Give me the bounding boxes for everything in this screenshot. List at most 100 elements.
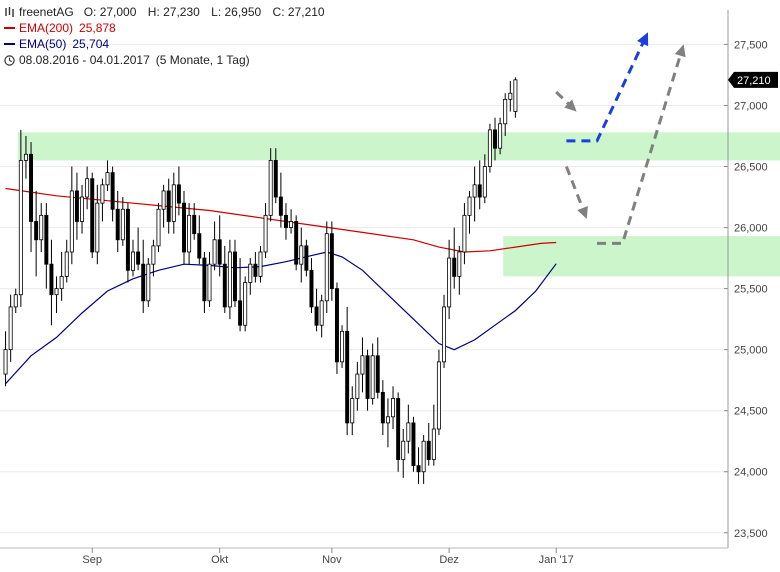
candle-body-up xyxy=(360,355,365,375)
high-value: H: 27,230 xyxy=(147,5,200,19)
candle xyxy=(13,288,18,314)
candle-body-up xyxy=(289,221,294,228)
candle-body-up xyxy=(268,160,273,216)
grid-layer xyxy=(0,43,724,534)
candle xyxy=(273,148,278,204)
clock-icon xyxy=(4,54,15,66)
instrument-name: freenetAG xyxy=(19,5,74,19)
candle xyxy=(192,203,197,240)
candle xyxy=(329,221,334,301)
candle xyxy=(385,398,390,448)
candle-body-down xyxy=(380,391,385,424)
last-price-marker: 27,210 xyxy=(728,71,778,88)
candle xyxy=(74,172,79,240)
candle xyxy=(442,294,447,368)
candle xyxy=(166,178,171,234)
candle xyxy=(202,251,207,314)
candle xyxy=(426,422,431,466)
candle xyxy=(258,245,263,283)
candle-body-up xyxy=(187,214,192,253)
support-zone xyxy=(503,236,780,277)
candle xyxy=(171,172,176,234)
candle xyxy=(350,386,355,436)
candle xyxy=(161,184,166,228)
candle-body-down xyxy=(44,214,49,265)
candle xyxy=(278,172,283,228)
candle-body-up xyxy=(3,349,8,375)
gray-projection-return-arrowhead xyxy=(674,44,686,58)
candle-body-down xyxy=(74,190,79,222)
blue-projection xyxy=(566,32,649,143)
blue-projection-arrowhead xyxy=(637,32,649,47)
y-tick-label: 24,500 xyxy=(734,406,768,418)
candle-body-down xyxy=(304,245,309,271)
candle-body-up xyxy=(146,263,151,302)
candle xyxy=(513,77,518,118)
candle-body-up xyxy=(151,245,156,265)
projection-layer xyxy=(555,32,686,245)
candle-body-up xyxy=(467,196,472,216)
candle-body-up xyxy=(447,257,452,308)
candle xyxy=(3,331,8,387)
candle-body-down xyxy=(294,221,299,265)
candle-body-down xyxy=(233,251,237,302)
candle-body-up xyxy=(385,416,390,424)
low-value: L: 26,950 xyxy=(211,5,262,19)
candle xyxy=(457,245,462,295)
y-tick-label: 27,500 xyxy=(734,39,768,51)
y-tick-label: 27,000 xyxy=(734,100,768,112)
candle-body-down xyxy=(329,233,334,290)
candle-body-up xyxy=(69,190,74,253)
candle-body-up xyxy=(59,275,64,290)
candle xyxy=(105,160,110,191)
candle-body-up xyxy=(487,129,492,167)
candle xyxy=(482,154,487,204)
candle-body-down xyxy=(411,422,416,467)
y-tick-label: 26,000 xyxy=(734,223,768,235)
candle-body-down xyxy=(493,129,497,149)
candle xyxy=(197,215,202,265)
candle xyxy=(324,221,329,314)
candle-body-up xyxy=(95,202,100,253)
candle xyxy=(498,117,503,155)
candle xyxy=(487,123,492,173)
candle xyxy=(345,306,350,436)
candle-body-down xyxy=(110,172,115,210)
candle xyxy=(136,227,141,271)
candle-body-up xyxy=(85,178,90,198)
gray-projection-lower xyxy=(565,165,588,220)
blue-projection-line xyxy=(566,41,645,143)
candle-body-up xyxy=(156,208,161,247)
candle xyxy=(227,239,232,320)
candle-body-up xyxy=(18,160,23,296)
candle-body-down xyxy=(141,263,146,302)
candle-body-down xyxy=(192,214,197,235)
gray-projection-lower-line xyxy=(565,165,585,211)
candle-body-up xyxy=(472,184,477,198)
candle-body-down xyxy=(166,190,171,222)
candle-body-up xyxy=(13,294,18,308)
candle-body-up xyxy=(421,440,426,473)
candle xyxy=(447,239,452,320)
candle xyxy=(39,203,44,252)
candle xyxy=(360,337,365,393)
candle xyxy=(69,166,74,265)
candle xyxy=(187,203,192,265)
candle-body-up xyxy=(243,282,248,326)
candle xyxy=(146,258,151,307)
x-tick-label: Nov xyxy=(322,554,342,566)
candle-body-down xyxy=(273,160,278,198)
close-value: C: 27,210 xyxy=(272,5,325,19)
gray-projection-return xyxy=(597,44,686,245)
candle xyxy=(299,227,304,283)
ema50-label: EMA(50) xyxy=(19,37,67,51)
candle xyxy=(64,239,69,283)
legend-ema50-row: EMA(50) 25,704 xyxy=(4,36,333,52)
candle-body-down xyxy=(115,208,120,241)
candle xyxy=(125,203,130,283)
y-tick-label: 24,000 xyxy=(734,467,768,479)
candle-body-down xyxy=(202,257,207,302)
candle-body-up xyxy=(8,306,13,351)
candle xyxy=(375,337,380,399)
candle-body-down xyxy=(309,269,314,308)
